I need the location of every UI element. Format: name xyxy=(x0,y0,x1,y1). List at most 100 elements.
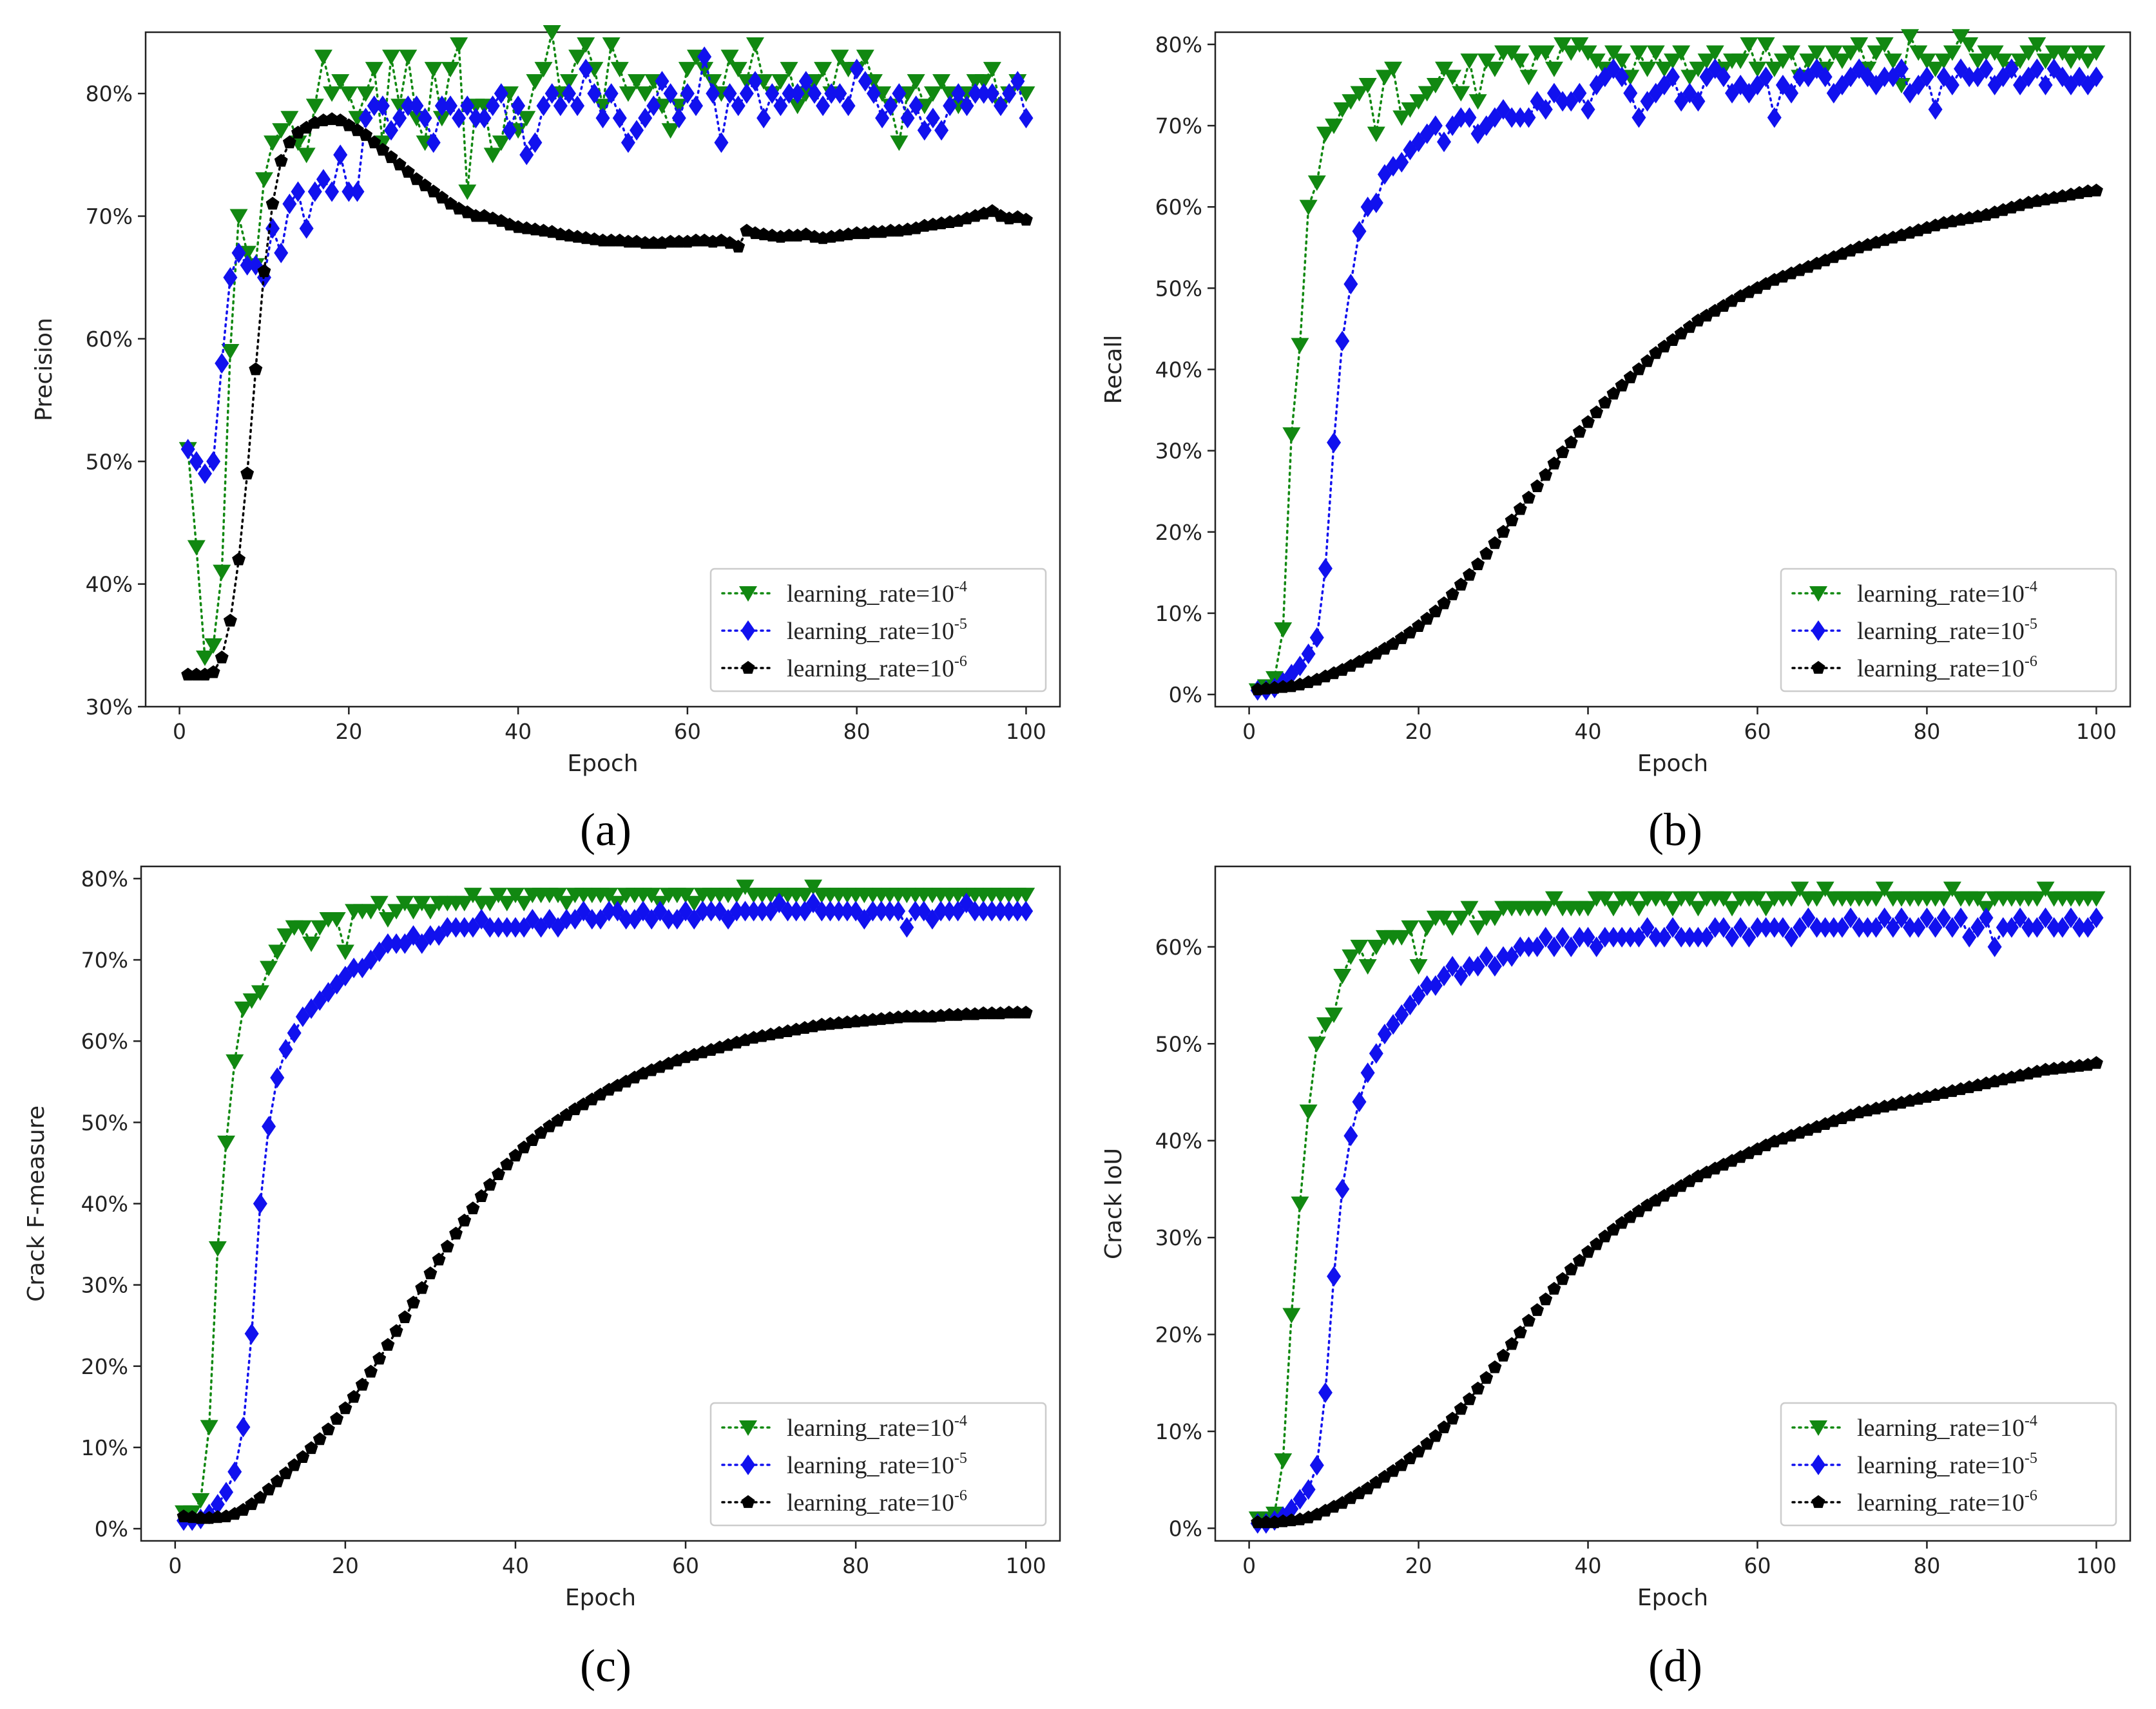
data-point xyxy=(1748,891,1767,907)
data-point xyxy=(2030,917,2045,938)
data-point xyxy=(321,982,336,1003)
data-point xyxy=(1333,102,1352,118)
x-tick-label: 0 xyxy=(1242,1553,1256,1578)
data-point xyxy=(1335,1178,1350,1199)
legend-marker xyxy=(1811,620,1825,641)
data-point xyxy=(1545,891,1563,907)
data-point xyxy=(515,895,534,912)
data-point xyxy=(280,111,299,127)
data-point xyxy=(327,912,346,928)
panel-caption: (c) xyxy=(580,1640,631,1692)
data-point xyxy=(934,901,948,922)
data-point xyxy=(517,111,536,127)
data-point xyxy=(1911,917,1926,938)
data-point xyxy=(314,50,332,66)
y-axis-label: Crack F-measure xyxy=(23,1105,50,1302)
data-point xyxy=(1945,917,1959,938)
x-axis-label: Epoch xyxy=(567,750,638,777)
data-point xyxy=(525,1133,539,1146)
legend-label: learning_rate=10-4 xyxy=(1857,578,2037,607)
data-point xyxy=(1479,946,1494,967)
data-point xyxy=(1291,338,1309,354)
data-point xyxy=(1488,1360,1502,1373)
data-point xyxy=(1799,53,1818,70)
legend-label: learning_rate=10-4 xyxy=(787,578,967,607)
series-lr5 xyxy=(1250,58,2104,701)
data-point xyxy=(1833,53,1851,70)
data-point xyxy=(1547,456,1561,470)
data-point xyxy=(492,1167,505,1180)
data-point xyxy=(1463,1392,1476,1406)
data-point xyxy=(1384,61,1403,77)
data-point xyxy=(1740,37,1758,53)
legend: learning_rate=10-4learning_rate=10-5lear… xyxy=(709,1402,1047,1527)
data-point xyxy=(789,901,804,922)
data-point xyxy=(223,267,238,288)
data-point xyxy=(236,1417,251,1438)
data-point xyxy=(1325,1007,1343,1024)
data-point xyxy=(1834,917,1849,938)
data-point xyxy=(367,95,381,117)
data-point xyxy=(1943,881,1961,897)
data-point xyxy=(1445,1411,1459,1425)
chart-panel-c: 0 20 40 60 80 100 0% 10% 20% 30% 40% 50% 60% 70% 80% Ep… xyxy=(23,865,1061,1611)
data-point xyxy=(432,1252,446,1266)
data-point xyxy=(483,917,497,938)
data-point xyxy=(1758,66,1773,88)
data-point xyxy=(1564,1262,1578,1275)
data-point xyxy=(1485,61,1504,77)
data-point xyxy=(278,1038,293,1060)
data-point xyxy=(1536,901,1555,917)
y-tick-label: 70% xyxy=(81,948,128,973)
legend: learning_rate=10-4learning_rate=10-5lear… xyxy=(709,568,1047,692)
data-point xyxy=(1505,513,1519,526)
legend-label-base: learning_rate=10 xyxy=(787,655,954,682)
data-point xyxy=(316,169,331,190)
data-point xyxy=(1666,917,1680,938)
data-point xyxy=(727,888,746,904)
data-point xyxy=(1358,959,1377,975)
data-point xyxy=(508,917,523,938)
data-point xyxy=(2046,917,2061,938)
data-point xyxy=(907,74,925,90)
data-point xyxy=(418,178,432,191)
data-point xyxy=(1623,82,1638,104)
data-point xyxy=(2089,66,2104,88)
data-point xyxy=(1767,917,1782,938)
data-point xyxy=(1581,1245,1595,1258)
data-point xyxy=(689,95,704,117)
data-point xyxy=(1666,66,1680,88)
legend-label-base: learning_rate=10 xyxy=(1857,655,2025,682)
data-point xyxy=(489,888,508,904)
data-point xyxy=(441,62,459,78)
data-point xyxy=(1454,577,1468,591)
data-point xyxy=(1299,1104,1318,1120)
data-point xyxy=(1775,917,1790,938)
data-point xyxy=(1689,61,1708,77)
data-point xyxy=(305,99,324,115)
data-point xyxy=(695,901,710,922)
data-point xyxy=(1443,920,1462,936)
data-point xyxy=(1615,66,1630,88)
data-point xyxy=(378,912,397,928)
data-point xyxy=(1562,45,1581,61)
data-point xyxy=(1615,926,1630,948)
data-point xyxy=(704,901,718,922)
data-point xyxy=(1648,926,1663,948)
data-point xyxy=(1793,66,1807,88)
data-point xyxy=(272,123,291,139)
data-point xyxy=(1513,936,1528,957)
data-point xyxy=(771,74,790,90)
data-point xyxy=(485,95,500,117)
data-point xyxy=(1547,1281,1561,1295)
data-point xyxy=(1885,917,1900,938)
data-point xyxy=(270,1474,284,1487)
data-point xyxy=(636,86,655,102)
data-point xyxy=(1452,86,1470,102)
data-point xyxy=(1538,926,1553,948)
data-point xyxy=(722,83,737,104)
data-point xyxy=(1401,102,1420,118)
data-point xyxy=(559,74,578,90)
data-point xyxy=(1443,70,1462,86)
y-tick-label: 10% xyxy=(1155,1419,1202,1444)
